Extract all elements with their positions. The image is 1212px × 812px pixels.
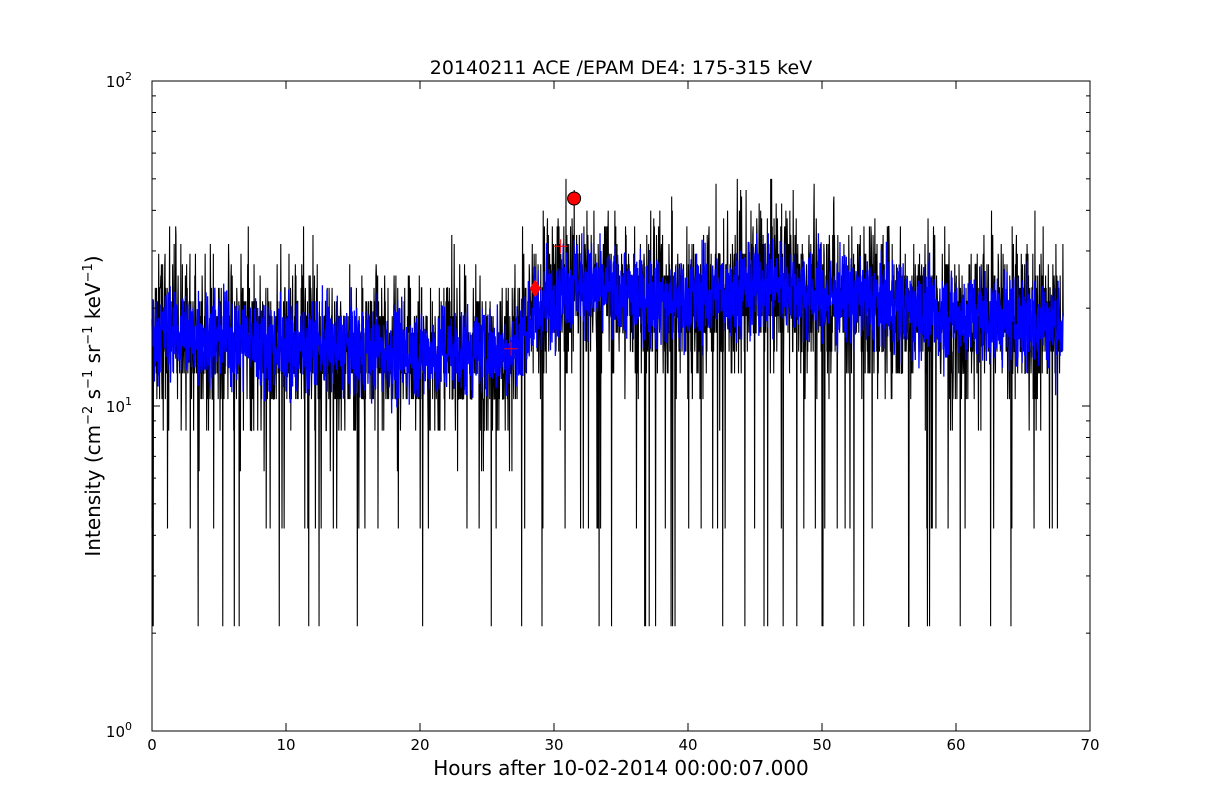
x-tick-label: 30	[544, 736, 563, 754]
x-tick-label: 0	[147, 736, 157, 754]
tick-layer: 0 10 20 30 40 50 60 70 100 101 102	[106, 70, 1100, 754]
plot-area	[152, 81, 1090, 731]
x-tick-label: 10	[276, 736, 295, 754]
plot-frame	[151, 80, 1091, 732]
x-tick-label: 20	[410, 736, 429, 754]
series-layer	[151, 178, 1064, 627]
y-tick-label: 100	[106, 720, 132, 741]
x-tick-label: 60	[946, 736, 965, 754]
x-tick-label: 40	[678, 736, 697, 754]
y-axis-title: Intensity (cm−2 s−1 sr−1 keV−1)	[81, 255, 105, 556]
x-tick-label: 70	[1080, 736, 1099, 754]
y-tick-label: 101	[106, 395, 132, 416]
event-marker-plus-1	[504, 341, 519, 356]
series-line-2	[151, 233, 1064, 414]
marker-layer	[504, 191, 582, 356]
y-tick-label: 102	[106, 70, 132, 91]
x-axis-title: Hours after 10-02-2014 00:00:07.000	[433, 756, 809, 780]
event-marker-plus-3	[553, 239, 568, 254]
x-tick-label: 50	[812, 736, 831, 754]
event-marker-circle	[567, 191, 582, 206]
chart-title: 20140211 ACE /EPAM DE4: 175-315 keV	[430, 57, 812, 79]
event-marker-diamond	[529, 279, 541, 298]
